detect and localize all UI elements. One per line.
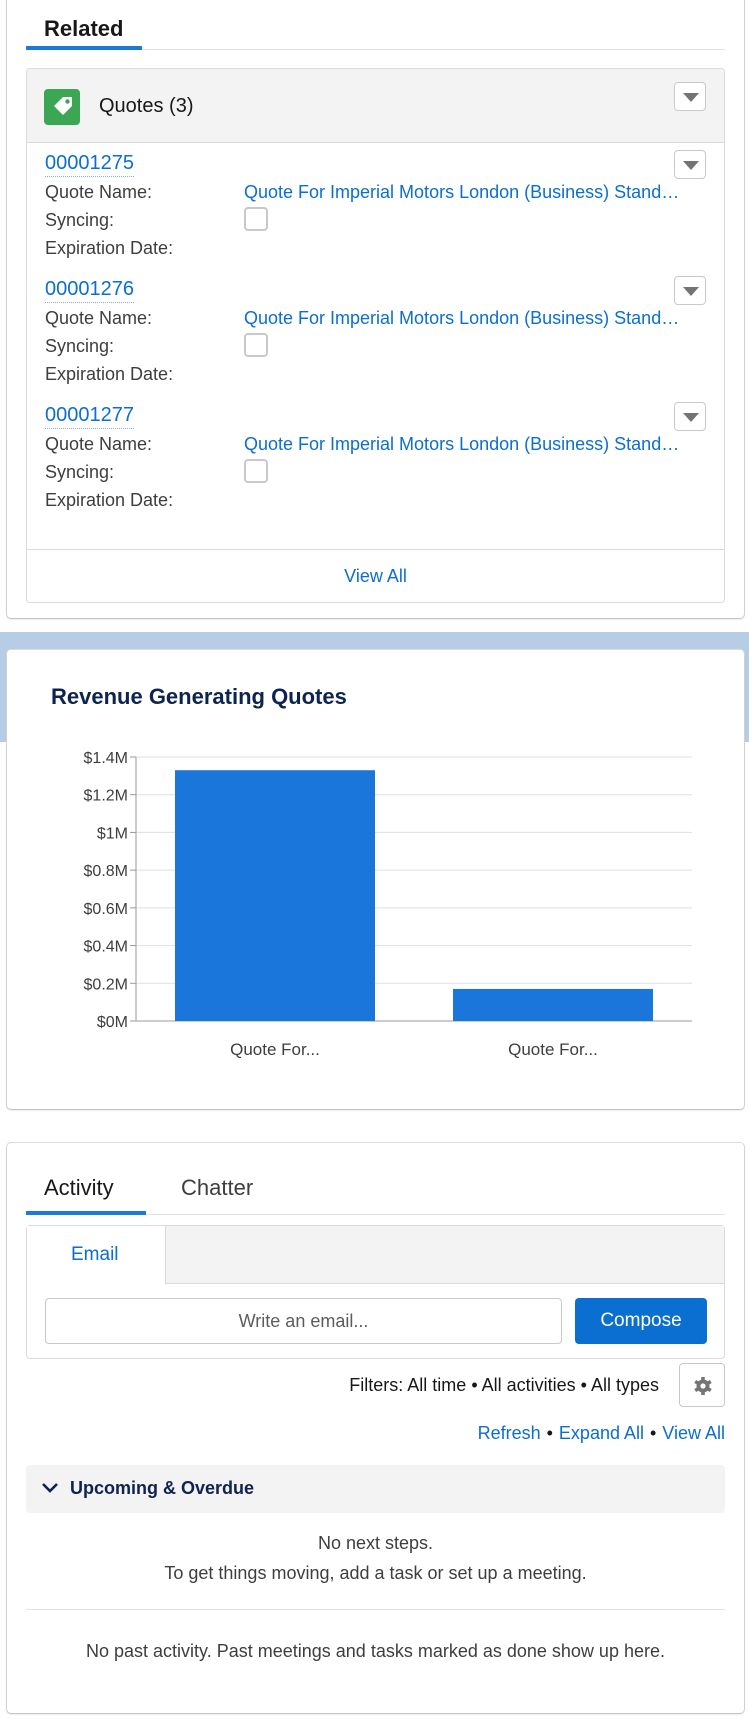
activity-card: Activity Chatter Email Write an email...… [7, 1143, 744, 1713]
tab-email[interactable]: Email [27, 1226, 166, 1285]
chart-bar [453, 988, 653, 1021]
quote-row-dropdown-icon[interactable] [674, 276, 706, 305]
y-tick-label: $1.4M [84, 750, 128, 767]
syncing-label: Syncing: [45, 210, 115, 230]
y-tick-label: $0.6M [84, 901, 128, 918]
expiration-date-label: Expiration Date: [45, 364, 174, 384]
activity-filters-text: Filters: All time • All activities • All… [349, 1375, 659, 1395]
y-tick-label: $0M [97, 1014, 128, 1031]
price-tag-icon [44, 89, 80, 125]
y-tick-label: $0.2M [84, 976, 128, 993]
chart-bar [175, 770, 375, 1021]
quote-row-dropdown-icon[interactable] [674, 402, 706, 431]
activity-tabs: Activity Chatter [26, 1161, 725, 1215]
quotes-header: Quotes (3) [27, 69, 724, 143]
chart-card: Revenue Generating Quotes $0M $0.2M $0.4M $… [7, 650, 744, 1109]
quote-name-label: Quote Name: [45, 182, 153, 202]
expiration-date-label: Expiration Date: [45, 238, 174, 258]
no-next-steps-text: No next steps. [317, 1533, 434, 1553]
expiration-date-label: Expiration Date: [45, 490, 174, 510]
quote-list-item: 00001277 Quote Name: Quote For Imperial … [27, 402, 724, 529]
tab-activity[interactable]: Activity [26, 1161, 146, 1215]
tab-activity-label: Activity [44, 1175, 114, 1200]
quotes-title[interactable]: Quotes (3) [99, 95, 194, 117]
chevron-down-icon [42, 1483, 58, 1493]
related-tabs: Related [26, 2, 725, 50]
syncing-checkbox [244, 333, 268, 357]
refresh-link[interactable]: Refresh [477, 1423, 541, 1443]
related-card: Related Quotes (3) 00001275 Quote Name: … [7, 0, 744, 618]
quotes-view-all-link[interactable]: View All [344, 566, 407, 586]
tab-related-label: Related [44, 16, 124, 41]
quote-number-link[interactable]: 00001275 [45, 150, 134, 177]
tab-related[interactable]: Related [26, 2, 142, 50]
quote-name-link[interactable]: Quote For Imperial Motors London (Busine… [244, 308, 680, 328]
y-tick-label: $0.8M [84, 863, 128, 880]
quotes-menu-dropdown-icon[interactable] [674, 82, 706, 111]
syncing-checkbox [244, 207, 268, 231]
syncing-label: Syncing: [45, 336, 115, 356]
quote-list-item: 00001276 Quote Name: Quote For Imperial … [27, 276, 724, 403]
revenue-bar-chart: $0M $0.2M $0.4M $0.6M $0.8M $1M $1.2M $1.4M Quot… [84, 750, 692, 1059]
quotes-view-all-row: View All [27, 549, 724, 603]
compose-button[interactable]: Compose [575, 1298, 707, 1344]
quote-name-link[interactable]: Quote For Imperial Motors London (Busine… [244, 434, 680, 454]
email-input[interactable]: Write an email... [45, 1298, 562, 1344]
email-tabbar: Email [27, 1226, 724, 1285]
x-tick-label: Quote For... [230, 1040, 320, 1059]
x-tick-label: Quote For... [508, 1040, 598, 1059]
y-tick-label: $1M [97, 825, 128, 842]
tab-email-label: Email [71, 1244, 119, 1265]
syncing-checkbox [244, 459, 268, 483]
quote-name-label: Quote Name: [45, 308, 153, 328]
quote-name-label: Quote Name: [45, 434, 153, 454]
email-composer: Email Write an email... Compose [26, 1225, 725, 1359]
activity-view-all-link[interactable]: View All [662, 1423, 725, 1443]
quote-list-item: 00001275 Quote Name: Quote For Imperial … [27, 150, 724, 277]
quotes-related-list: Quotes (3) 00001275 Quote Name: Quote Fo… [26, 68, 725, 603]
expand-all-link[interactable]: Expand All [558, 1423, 644, 1443]
activity-links: Refresh • Expand All • View All [477, 1423, 725, 1443]
tab-chatter-label: Chatter [181, 1175, 254, 1200]
chart-title: Revenue Generating Quotes [51, 684, 347, 709]
activity-divider [26, 1609, 725, 1610]
no-past-activity-text: No past activity. Past meetings and task… [86, 1641, 665, 1661]
gear-icon[interactable] [679, 1363, 725, 1407]
quote-name-link[interactable]: Quote For Imperial Motors London (Busine… [244, 182, 680, 202]
tab-chatter[interactable]: Chatter [181, 1161, 281, 1215]
quote-row-dropdown-icon[interactable] [674, 150, 706, 179]
upcoming-overdue-section-toggle[interactable]: Upcoming & Overdue [26, 1465, 725, 1513]
syncing-label: Syncing: [45, 462, 115, 482]
quote-number-link[interactable]: 00001276 [45, 276, 134, 303]
y-tick-label: $1.2M [84, 788, 128, 805]
quote-number-link[interactable]: 00001277 [45, 402, 134, 429]
y-tick-label: $0.4M [84, 939, 128, 956]
no-next-steps-hint: To get things moving, add a task or set … [164, 1563, 587, 1583]
upcoming-overdue-label: Upcoming & Overdue [70, 1478, 255, 1498]
